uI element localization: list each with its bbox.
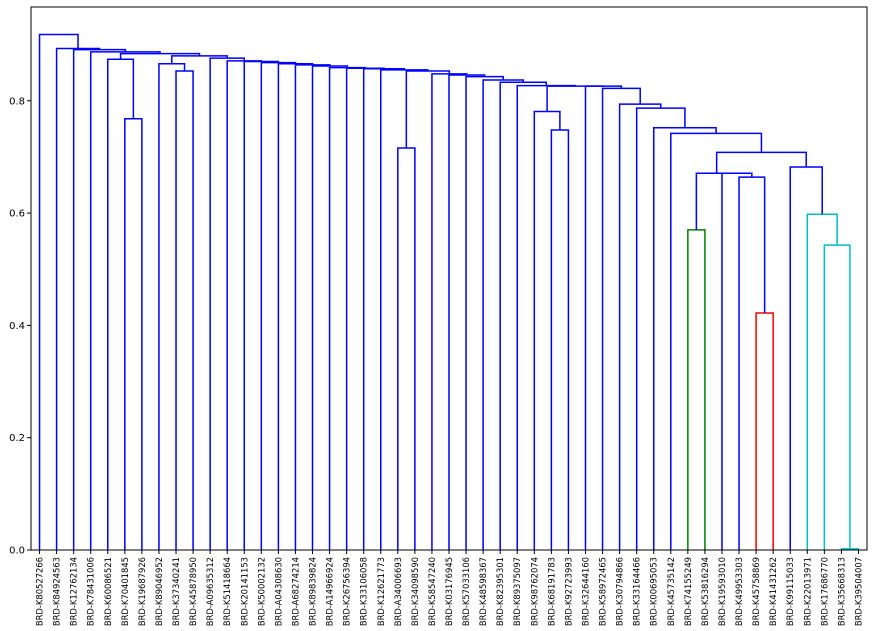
leaf-label: BRD-K20141153 bbox=[239, 557, 249, 626]
y-tick-label: 0.2 bbox=[9, 433, 25, 444]
leaf-label: BRD-K92723993 bbox=[563, 557, 573, 626]
leaf-label: BRD-K32644160 bbox=[580, 557, 590, 626]
leaf-label: BRD-K53816294 bbox=[700, 557, 710, 626]
leaf-label: BRD-K22013971 bbox=[802, 557, 812, 626]
dendrogram-link bbox=[277, 62, 314, 550]
leaf-label: BRD-K58972465 bbox=[598, 557, 608, 626]
dendrogram-link bbox=[516, 84, 577, 550]
leaf-label: BRD-K84924563 bbox=[52, 557, 62, 626]
dendrogram-link bbox=[465, 75, 504, 550]
leaf-label: BRD-K78431006 bbox=[86, 557, 96, 626]
leaf-label: BRD-K39504007 bbox=[853, 557, 863, 626]
leaf-label: BRD-K30794866 bbox=[615, 557, 625, 626]
y-tick-label: 0.6 bbox=[9, 209, 25, 220]
leaf-label: BRD-K45878950 bbox=[188, 557, 198, 626]
leaf-label: BRD-A14966924 bbox=[325, 557, 335, 626]
dendrogram-link bbox=[695, 172, 737, 230]
dendrogram-link bbox=[328, 66, 367, 550]
leaf-label: BRD-K82395301 bbox=[495, 557, 505, 626]
dendrogram-link bbox=[448, 74, 486, 550]
dendrogram-link bbox=[533, 110, 561, 550]
leaf-label: BRD-K89375097 bbox=[512, 557, 522, 626]
leaf-label: BRD-K35668313 bbox=[836, 557, 846, 626]
leaf-label: BRD-K70401845 bbox=[120, 557, 130, 626]
dendrogram-link bbox=[171, 55, 228, 64]
dendrogram-link bbox=[618, 103, 662, 550]
leaf-label: BRD-K00695053 bbox=[649, 557, 659, 626]
leaf-label: BRD-K89046952 bbox=[154, 557, 164, 626]
dendrogram-link bbox=[405, 70, 451, 148]
leaf-label: BRD-K03176945 bbox=[444, 557, 454, 626]
leaf-label: BRD-K74155249 bbox=[683, 557, 693, 626]
dendrogram-link bbox=[823, 244, 851, 550]
leaf-label: BRD-K57033106 bbox=[461, 557, 471, 626]
leaf-label: BRD-K19687926 bbox=[137, 557, 147, 626]
leaf-label: BRD-K12621773 bbox=[376, 557, 386, 626]
dendrogram-link bbox=[738, 176, 766, 550]
leaf-label: BRD-K68191783 bbox=[546, 557, 556, 626]
leaf-label: BRD-K98762074 bbox=[529, 557, 539, 626]
leaf-label: BRD-K45735142 bbox=[666, 557, 676, 626]
x-axis: BRD-K80527266 BRD-K84924563 BRD-K12762134 B… bbox=[35, 550, 863, 626]
dendrogram-links bbox=[38, 33, 860, 550]
leaf-label: BRD-K33164466 bbox=[632, 557, 642, 626]
dendrogram-link bbox=[175, 70, 194, 550]
leaf-label: BRD-K58547240 bbox=[427, 557, 437, 626]
y-tick-label: 0.0 bbox=[9, 546, 25, 557]
leaf-label: BRD-K60086521 bbox=[103, 557, 113, 626]
leaf-label: BRD-A04308630 bbox=[273, 557, 283, 626]
dendrogram-link bbox=[687, 229, 706, 550]
leaf-label: BRD-A34006693 bbox=[393, 557, 403, 626]
leaf-label: BRD-K19593010 bbox=[717, 557, 727, 626]
leaf-label: BRD-K51418664 bbox=[222, 557, 232, 626]
leaf-label: BRD-K49953303 bbox=[734, 557, 744, 626]
dendrogram-link bbox=[499, 81, 548, 550]
leaf-label: BRD-K17686770 bbox=[819, 557, 829, 626]
leaf-label: BRD-A68274214 bbox=[290, 557, 300, 626]
y-tick-label: 0.8 bbox=[9, 96, 25, 107]
dendrogram-link bbox=[55, 47, 101, 550]
leaf-label: BRD-K34098590 bbox=[410, 557, 420, 626]
dendrogram-link bbox=[124, 117, 143, 550]
leaf-label: BRD-K50002132 bbox=[256, 557, 266, 626]
dendrogram-link bbox=[840, 548, 860, 550]
dendrogram-link bbox=[721, 172, 753, 550]
dendrogram-link bbox=[158, 62, 186, 550]
leaf-label: BRD-K26756394 bbox=[342, 557, 352, 626]
leaf-label: BRD-K99115033 bbox=[785, 557, 795, 626]
dendrogram-link bbox=[806, 213, 838, 550]
leaf-label: BRD-K45758869 bbox=[751, 557, 761, 626]
leaf-label: BRD-K41431262 bbox=[768, 557, 778, 626]
y-tick-label: 0.4 bbox=[9, 321, 25, 332]
leaf-label: BRD-K33106058 bbox=[359, 557, 369, 626]
dendrogram-link bbox=[482, 79, 524, 550]
leaf-label: BRD-K80527266 bbox=[35, 557, 45, 626]
leaf-label: BRD-K37340241 bbox=[171, 557, 181, 626]
dendrogram-link bbox=[209, 57, 246, 550]
y-axis: 0.0 0.2 0.4 0.6 0.8 bbox=[9, 96, 31, 557]
leaf-label: BRD-K12762134 bbox=[69, 557, 79, 626]
leaf-label: BRD-A09635312 bbox=[205, 557, 215, 626]
dendrogram-link bbox=[362, 68, 406, 550]
dendrogram-link bbox=[38, 33, 79, 550]
leaf-label: BRD-K48598367 bbox=[478, 557, 488, 626]
leaf-label: BRD-K89839824 bbox=[308, 557, 318, 626]
